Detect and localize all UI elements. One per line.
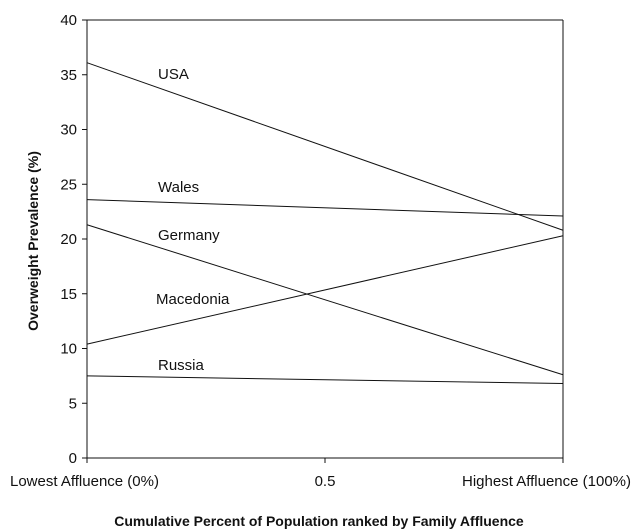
x-tick-label: Highest Affluence (100%) <box>462 473 631 490</box>
y-tick-label: 25 <box>60 176 77 193</box>
y-tick-label: 20 <box>60 231 77 248</box>
x-tick-label: 0.5 <box>315 473 336 490</box>
series-label-usa: USA <box>158 66 189 83</box>
y-tick-label: 30 <box>60 122 77 139</box>
y-tick-label: 40 <box>60 12 77 29</box>
series-line-macedonia <box>86 235 564 345</box>
y-axis-title: Overweight Prevalence (%) <box>25 151 41 331</box>
series-labels-layer: USA Wales Germany Macedonia Russia <box>156 66 230 374</box>
x-axis-title: Cumulative Percent of Population ranked … <box>114 513 524 529</box>
series-line-russia <box>86 375 564 385</box>
y-tick-label: 10 <box>60 341 77 358</box>
y-tick-label: 0 <box>69 450 77 467</box>
series-line-usa <box>86 62 564 231</box>
y-tick-label: 35 <box>60 67 77 84</box>
series-label-macedonia: Macedonia <box>156 291 230 308</box>
ticks-layer: 0 5 10 15 20 25 30 35 40 Lowest Affluence (0%) 0.5… <box>10 12 631 490</box>
series-label-wales: Wales <box>158 179 199 196</box>
series-layer <box>86 62 564 385</box>
series-label-germany: Germany <box>158 227 220 244</box>
x-tick-label: Lowest Affluence (0%) <box>10 473 159 490</box>
series-line-germany <box>86 224 564 376</box>
series-label-russia: Russia <box>158 357 205 374</box>
y-tick-label: 15 <box>60 286 77 303</box>
series-line-wales <box>86 199 564 217</box>
y-tick-label: 5 <box>69 395 77 412</box>
